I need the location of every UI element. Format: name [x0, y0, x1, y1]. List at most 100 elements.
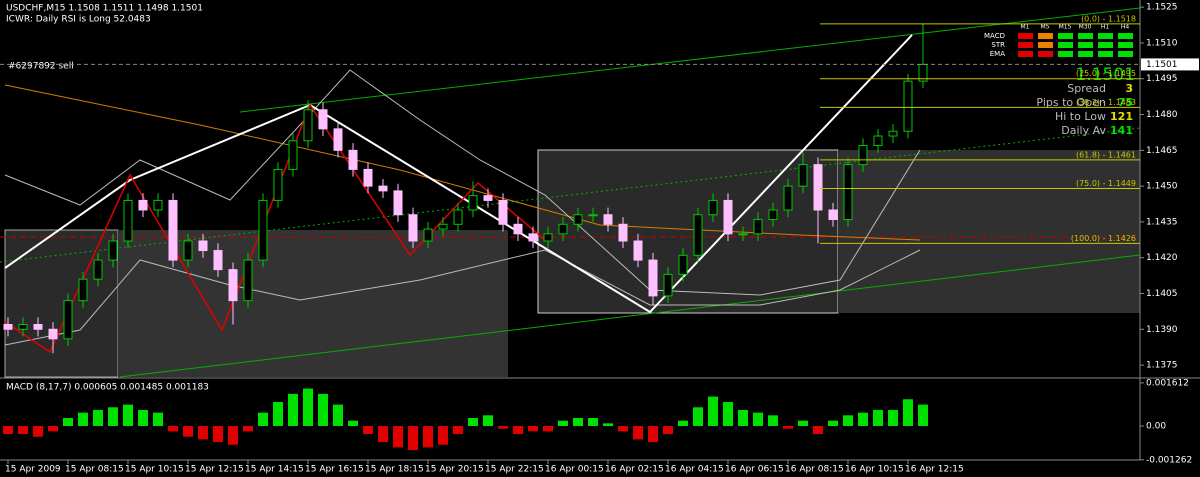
candle-body [228, 269, 238, 302]
y-tick-label: 1.1495 [1146, 74, 1178, 84]
macd-bar [18, 426, 28, 435]
macd-bar [843, 415, 853, 427]
y-tick-label: 1.1405 [1146, 289, 1178, 299]
macd-bar [708, 396, 718, 427]
candle-body [678, 254, 688, 275]
candle-body [513, 223, 523, 235]
macd-bar [108, 407, 118, 427]
row-label: EMA [990, 50, 1005, 58]
x-tick-label: 15 Apr 10:15 [125, 465, 184, 475]
bollinger-band [4, 249, 921, 346]
x-tick-label: 15 Apr 12:15 [185, 465, 244, 475]
y-tick-label: 1.1525 [1146, 3, 1178, 13]
column-label: M15 [1059, 24, 1072, 31]
y-tick-label: 1.1390 [1146, 325, 1178, 335]
signal-cell [1058, 51, 1073, 57]
macd-bar [288, 393, 298, 427]
macd-bar [723, 401, 733, 427]
x-tick-label: 16 Apr 04:15 [665, 465, 724, 475]
signal-panel: MACD STR EMA [984, 32, 1005, 58]
fib-label: (61.8) - 1.1461 [1076, 150, 1136, 159]
candle-body [63, 300, 73, 340]
fib-label: (0.0) - 1.1518 [1081, 14, 1136, 23]
macd-bar [663, 426, 673, 435]
x-tick-label: 15 Apr 14:15 [245, 465, 304, 475]
candle-body [918, 63, 928, 82]
indicator-note: ICWR: Daily RSI is Long 52.0483 [6, 15, 151, 25]
candle-body [648, 259, 658, 297]
fib-label: (75.0) - 1.1449 [1076, 179, 1136, 188]
signal-cell [1098, 42, 1113, 48]
macd-bar [903, 399, 913, 427]
candle-body [573, 214, 583, 225]
candle-body [543, 233, 553, 242]
macd-bar [138, 409, 148, 427]
macd-bar [768, 415, 778, 427]
candle-body [468, 195, 478, 211]
macd-bar [198, 426, 208, 440]
macd-bar [738, 409, 748, 427]
current-price: 1.1501 [1076, 65, 1135, 85]
candle-body [213, 250, 223, 271]
macd-bar [918, 404, 928, 427]
candle-body [318, 109, 328, 130]
signal-cell [1018, 51, 1033, 57]
candle-body [438, 223, 448, 230]
info-label: Hi to Low [1055, 110, 1106, 123]
macd-bar [3, 426, 13, 435]
column-label: M1 [1021, 24, 1030, 31]
row-label: MACD [984, 32, 1005, 40]
macd-bar [183, 426, 193, 437]
fib-label: (38.2) - 1.1483 [1076, 98, 1136, 107]
candle-body [663, 273, 673, 297]
macd-bar [813, 426, 823, 435]
fib-label: (25.0) - 1.1495 [1076, 69, 1136, 78]
candle-body [813, 164, 823, 211]
macd-bar [243, 426, 253, 432]
bollinger-band [4, 69, 921, 296]
macd-bar [168, 426, 178, 432]
x-tick-label: 16 Apr 10:15 [845, 465, 904, 475]
macd-bar [48, 426, 58, 432]
candle-body [123, 199, 133, 242]
moving-average [4, 84, 921, 241]
candle-body [18, 324, 28, 330]
signal-cell [1078, 51, 1093, 57]
macd-bar [63, 417, 73, 427]
signal-cell [1018, 33, 1033, 39]
x-tick-label: 15 Apr 22:15 [485, 465, 544, 475]
y-tick-label: 1.1435 [1146, 217, 1178, 227]
macd-bar [453, 426, 463, 435]
macd-bar [303, 388, 313, 427]
signal-cell [1118, 33, 1133, 39]
candle-body [828, 209, 838, 221]
macd-bar [543, 426, 553, 432]
candle-body [633, 240, 643, 261]
macd-bar [78, 412, 88, 427]
macd-bar [678, 420, 688, 427]
candle-body [888, 130, 898, 137]
candle-body [873, 135, 883, 147]
macd-bar [498, 426, 508, 429]
x-tick-label: 15 Apr 18:15 [365, 465, 424, 475]
candle-body [183, 240, 193, 261]
candle-body [348, 149, 358, 170]
y-tick-label: 1.1465 [1146, 146, 1178, 156]
x-tick-label: 16 Apr 06:15 [725, 465, 784, 475]
y-tick-label: 0.00 [1146, 422, 1166, 432]
order-label: #6297892 sell [8, 62, 74, 72]
macd-bar [213, 426, 223, 443]
macd-bar [693, 407, 703, 427]
signal-cell [1098, 33, 1113, 39]
x-tick-label: 15 Apr 20:15 [425, 465, 484, 475]
candle-body [738, 233, 748, 236]
candle-body [243, 259, 253, 302]
macd-bar [588, 417, 598, 427]
candle-body [273, 168, 283, 201]
candle-body [108, 240, 118, 261]
x-tick-label: 15 Apr 2009 [5, 465, 61, 475]
trend-line [0, 127, 1141, 263]
range-box [118, 230, 508, 377]
macd-bar [228, 426, 238, 445]
candle-body [153, 199, 163, 211]
